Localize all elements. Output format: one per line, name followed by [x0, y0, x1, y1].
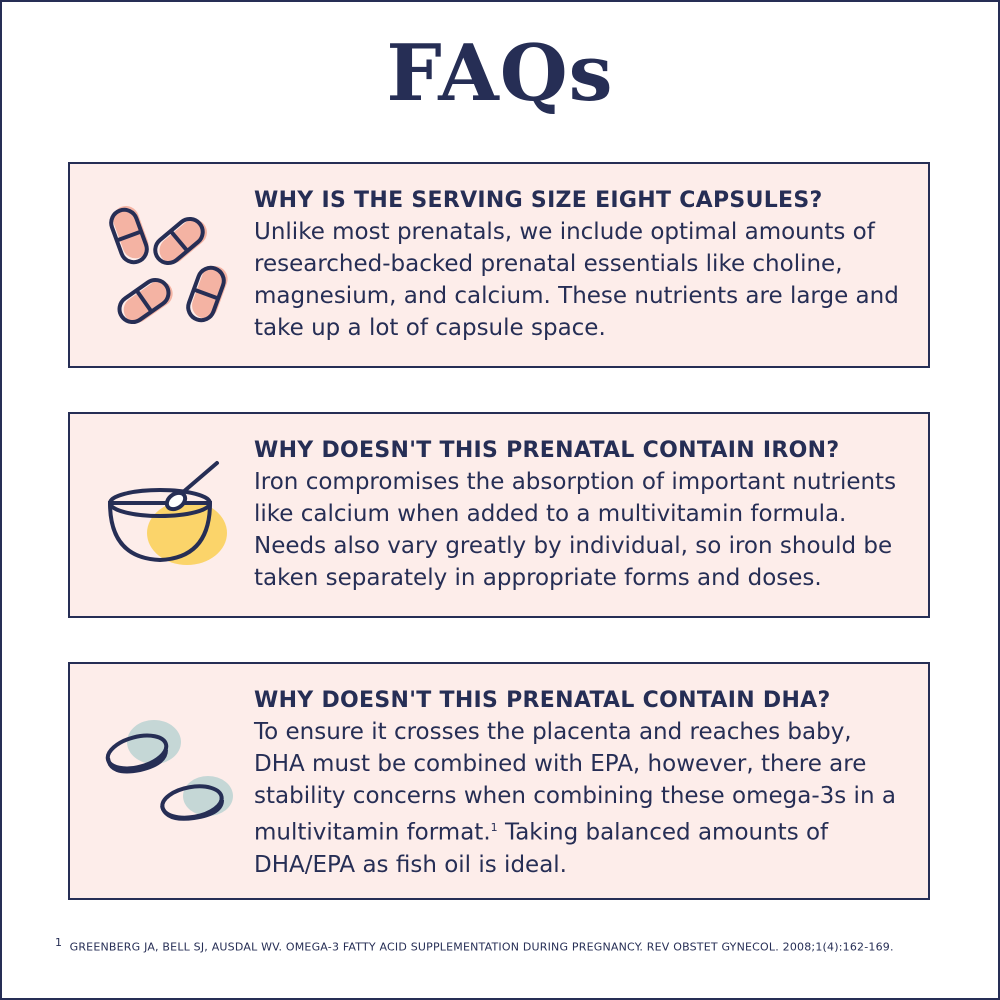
faq-question: WHY DOESN'T THIS PRENATAL CONTAIN DHA?	[254, 688, 831, 713]
faq-answer: To ensure it crosses the placenta and re…	[254, 719, 896, 878]
faq-answer: Iron compromises the absorption of impor…	[254, 469, 897, 591]
softgels-icon	[105, 720, 233, 821]
footnote-mark: 1	[490, 821, 498, 834]
faq-card-serving-size: WHY IS THE SERVING SIZE EIGHT CAPSULES? …	[68, 162, 930, 368]
footnote: 1 GREENBERG JA, BELL SJ, AUSDAL WV. OMEG…	[55, 936, 894, 954]
faq-answer: Unlike most prenatals, we include optima…	[254, 219, 899, 341]
faq-question: WHY DOESN'T THIS PRENATAL CONTAIN IRON?	[254, 438, 840, 463]
faq-card-dha: WHY DOESN'T THIS PRENATAL CONTAIN DHA? T…	[68, 662, 930, 900]
page-title: FAQs	[386, 28, 614, 119]
faq-question: WHY IS THE SERVING SIZE EIGHT CAPSULES?	[254, 188, 823, 213]
faq-card-iron: WHY DOESN'T THIS PRENATAL CONTAIN IRON? …	[68, 412, 930, 618]
bowl-spoon-icon	[107, 461, 227, 565]
capsules-icon	[109, 206, 228, 325]
